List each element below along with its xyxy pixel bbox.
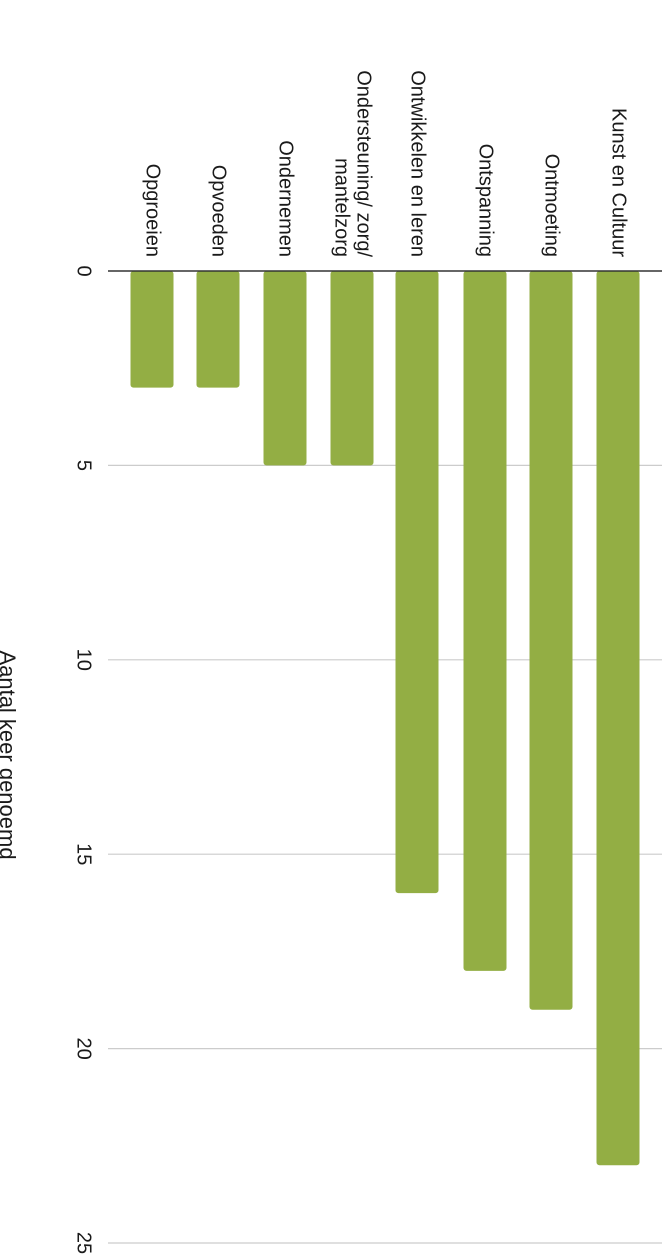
bar [263, 271, 307, 466]
y-tick-label: 20 [73, 1037, 95, 1059]
category-label: Ontmoeting [541, 154, 563, 257]
category-label: Ontspanning [475, 144, 497, 257]
bar [463, 271, 507, 971]
category-label: Ondersteuning/ zorg/mantelzorg [331, 70, 375, 257]
category-label: Kunst en Cultuur [608, 108, 630, 257]
y-tick-label: 5 [73, 460, 95, 471]
y-tick-label: 15 [73, 843, 95, 865]
bar [395, 271, 439, 894]
bar [529, 271, 573, 1010]
y-tick-labels: 0 5 10 15 20 25 [73, 265, 95, 1254]
category-label: Opvoeden [208, 165, 230, 257]
gridlines [108, 464, 662, 1244]
y-axis-label: Aantal keer genoemd [0, 650, 20, 859]
bars [130, 271, 640, 1166]
category-label: Ontwikkelen en leren [407, 70, 429, 257]
category-label: Opgroeien [142, 164, 164, 257]
category-label: Ondernemen [275, 140, 297, 257]
bar [196, 271, 240, 388]
bar [596, 271, 640, 1166]
y-tick-label: 0 [73, 265, 95, 276]
y-tick-label: 25 [73, 1232, 95, 1254]
bar [330, 271, 374, 466]
category-labels: Opgroeien Opvoeden Ondernemen Ondersteuning… [142, 70, 630, 257]
bar [130, 271, 174, 388]
y-tick-label: 10 [73, 649, 95, 671]
